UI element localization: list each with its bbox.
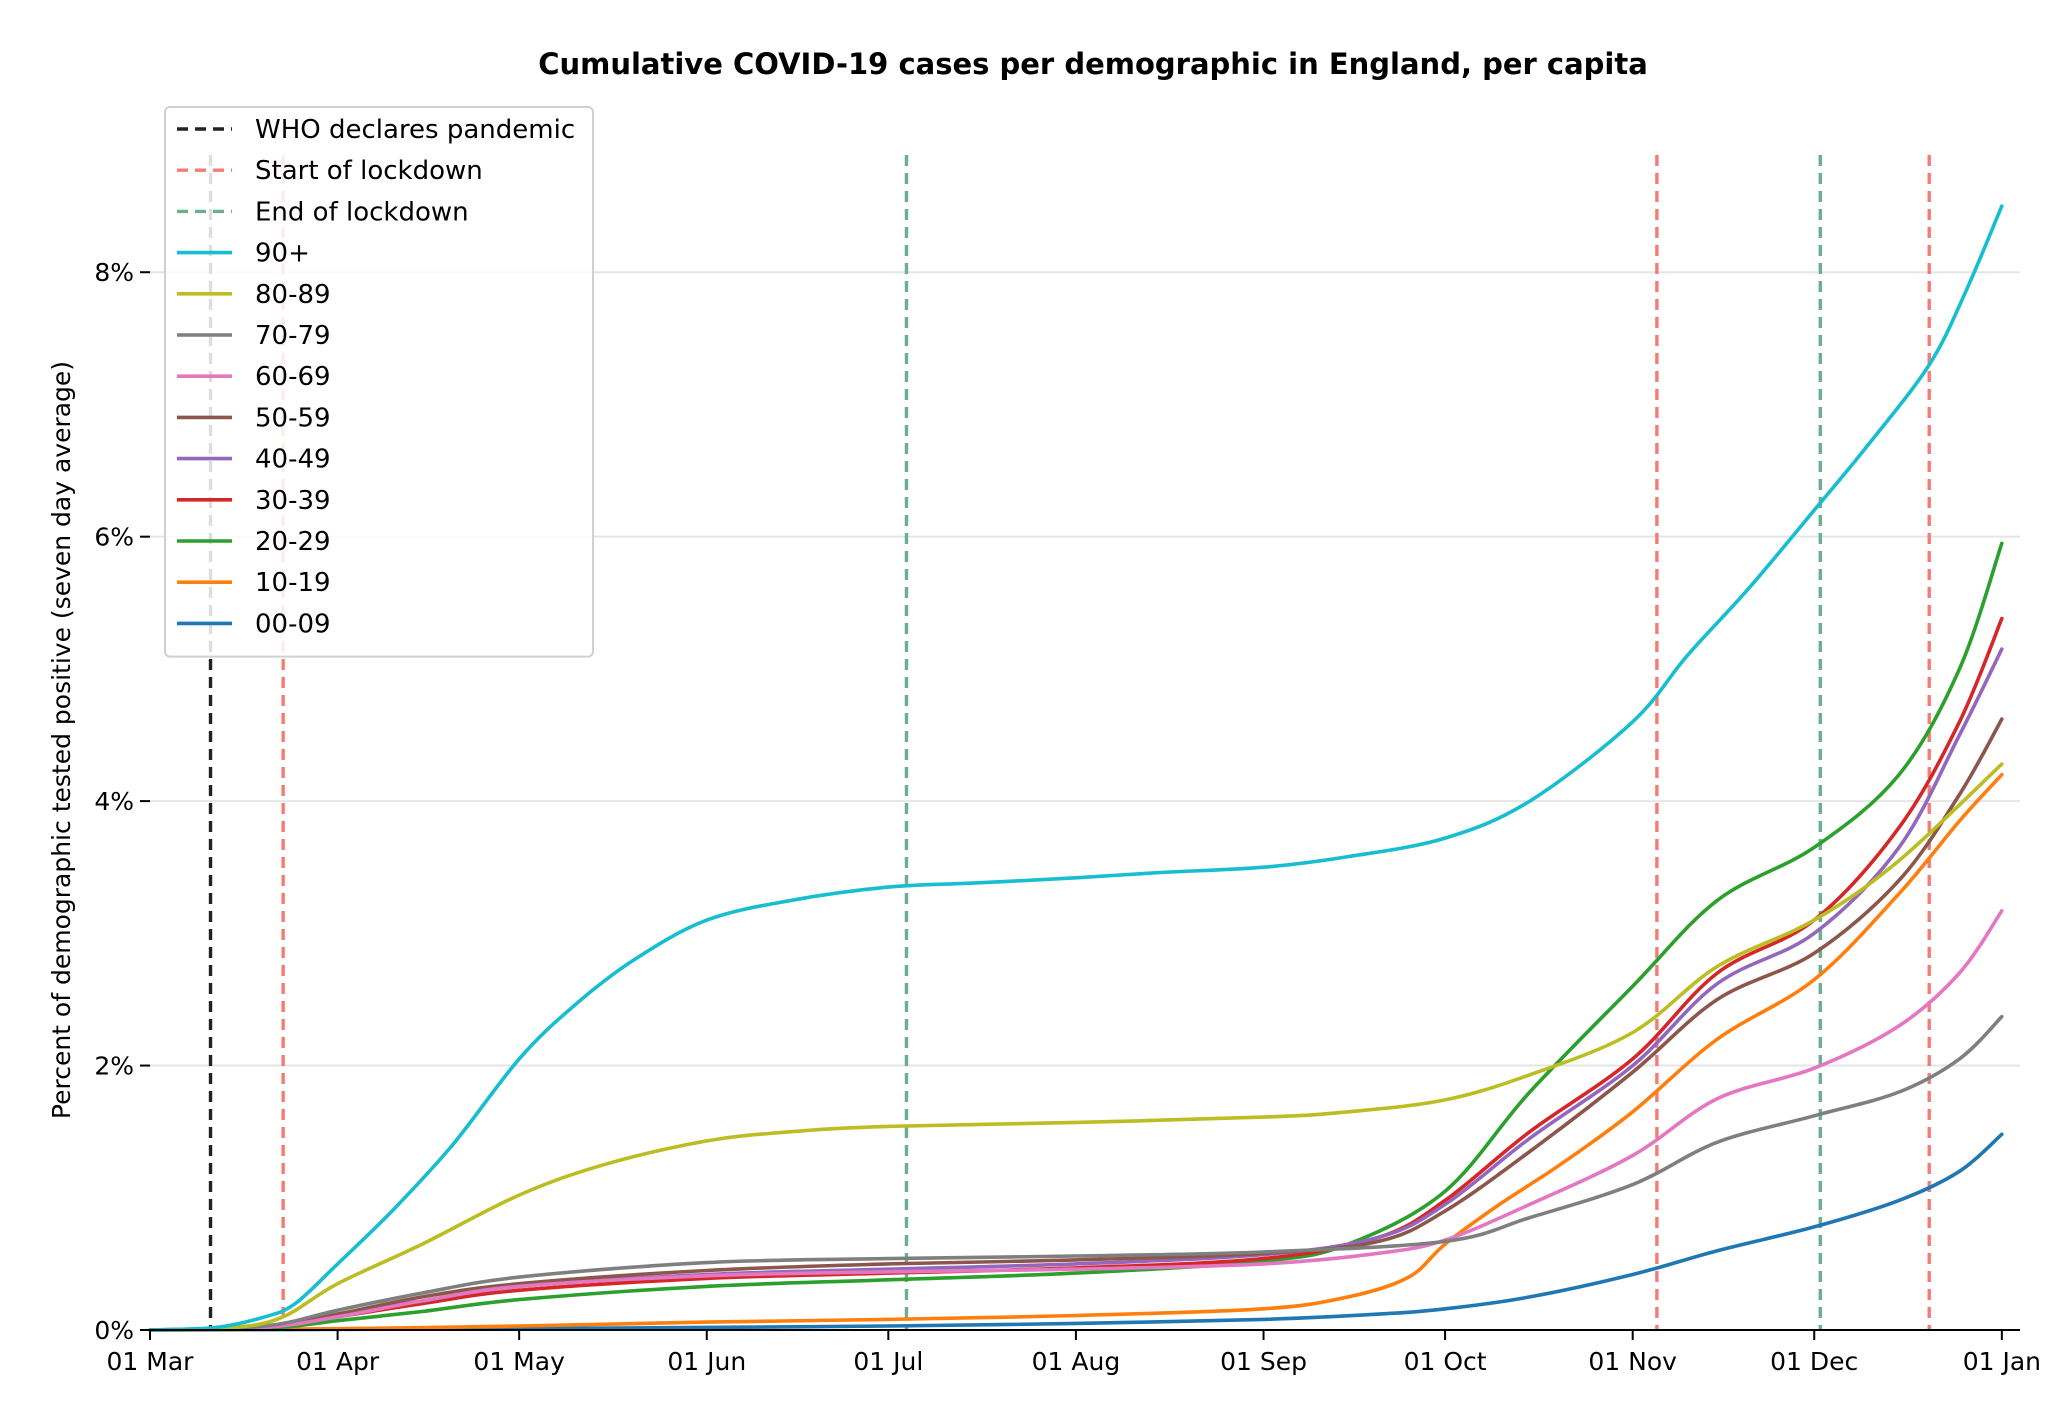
x-tick-label: 01 Nov	[1588, 1347, 1677, 1376]
legend-label: 90+	[255, 239, 310, 269]
legend-label: 80-89	[255, 280, 331, 310]
y-tick-label: 6%	[94, 523, 134, 552]
series-lines	[148, 204, 2004, 1332]
legend-label: 10-19	[255, 568, 331, 598]
x-tick-label: 01 Jun	[667, 1347, 746, 1376]
x-tick-label: 01 Jul	[853, 1347, 923, 1376]
x-tick-label: 01 Apr	[296, 1347, 380, 1376]
series-line-40-49	[148, 647, 2004, 1332]
series-line-20-29	[148, 541, 2004, 1332]
legend-label: 50-59	[255, 403, 331, 433]
x-tick-label: 01 May	[473, 1347, 565, 1376]
legend-label: WHO declares pandemic	[255, 115, 575, 145]
x-tick-label: 01 Aug	[1032, 1347, 1121, 1376]
x-tick-label: 01 Mar	[107, 1347, 195, 1376]
legend-label: Start of lockdown	[255, 156, 483, 186]
legend-label: 20-29	[255, 527, 331, 557]
y-tick-label: 2%	[94, 1052, 134, 1081]
legend-box	[164, 106, 594, 658]
axes: 0% 2% 4% 6% 8% 01 Mar 01 Apr 01 May 01 Jun 01 Jul…	[94, 258, 2041, 1376]
legend-label: 00-09	[255, 609, 331, 639]
series-line-10-19	[148, 772, 2004, 1332]
legend-label: 70-79	[255, 321, 331, 351]
series-line-90-	[148, 204, 2004, 1332]
series-line-70-79	[148, 1014, 2004, 1332]
legend-label: End of lockdown	[255, 197, 469, 227]
legend-label: 30-39	[255, 486, 331, 516]
series-line-80-89	[148, 762, 2004, 1332]
event-lines	[208, 155, 1931, 1330]
legend-label: 40-49	[255, 445, 331, 475]
series-line-00-09	[148, 1132, 2004, 1332]
x-tick-label: 01 Oct	[1404, 1347, 1487, 1376]
x-tick-label: 01 Dec	[1770, 1347, 1858, 1376]
y-tick-label: 8%	[94, 258, 134, 287]
y-tick-label: 0%	[94, 1316, 134, 1345]
series-line-30-39	[148, 616, 2004, 1332]
series-line-60-69	[148, 909, 2004, 1332]
x-tick-label: 01 Jan	[1963, 1347, 2041, 1376]
legend-label: 60-69	[255, 362, 331, 392]
legend: WHO declares pandemic Start of lockdown En…	[164, 106, 594, 658]
x-tick-label: 01 Sep	[1220, 1347, 1307, 1376]
y-axis-label: Percent of demographic tested positive (…	[47, 361, 76, 1119]
y-tick-label: 4%	[94, 787, 134, 816]
chart-title: Cumulative COVID-19 cases per demographi…	[538, 47, 1648, 81]
series-line-50-59	[148, 717, 2004, 1332]
